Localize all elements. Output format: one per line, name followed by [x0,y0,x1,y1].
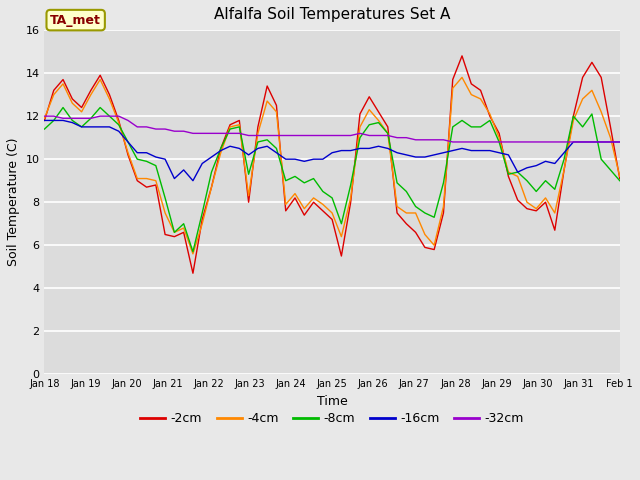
-16cm [616,139,623,145]
-8cm [328,195,336,201]
Line: -8cm: -8cm [45,108,620,252]
Line: -32cm: -32cm [45,116,620,142]
-32cm [198,131,206,136]
-8cm [458,118,466,123]
-2cm [207,184,215,190]
-2cm [449,77,456,83]
Line: -2cm: -2cm [45,56,620,273]
-8cm [41,126,49,132]
-2cm [189,270,196,276]
-32cm [440,137,447,143]
-8cm [217,145,225,151]
-2cm [41,118,49,123]
-4cm [607,135,614,141]
-2cm [226,122,234,128]
-2cm [337,253,345,259]
-4cm [41,115,49,121]
Title: Alfalfa Soil Temperatures Set A: Alfalfa Soil Temperatures Set A [214,7,451,22]
-2cm [458,53,466,59]
-16cm [337,148,345,154]
-16cm [189,178,196,183]
Line: -16cm: -16cm [45,120,620,180]
-4cm [616,173,623,179]
-4cm [449,85,456,91]
-2cm [319,208,326,214]
-32cm [310,132,317,138]
-16cm [207,154,215,160]
-16cm [41,118,49,123]
-16cm [449,148,456,154]
-8cm [616,178,623,183]
-32cm [328,132,336,138]
-8cm [236,124,243,130]
-32cm [449,139,456,145]
-8cm [60,105,67,110]
-32cm [41,113,49,119]
-32cm [607,139,614,145]
-8cm [189,249,196,254]
-16cm [607,139,614,145]
Y-axis label: Soil Temperature (C): Soil Temperature (C) [7,138,20,266]
-4cm [226,124,234,130]
-8cm [347,182,355,188]
-32cm [217,131,225,136]
-4cm [337,234,345,240]
-4cm [458,74,466,80]
-2cm [607,124,614,130]
Legend: -2cm, -4cm, -8cm, -16cm, -32cm: -2cm, -4cm, -8cm, -16cm, -32cm [136,407,529,430]
-8cm [607,167,614,173]
Text: TA_met: TA_met [50,13,101,26]
-4cm [189,251,196,257]
X-axis label: Time: Time [317,395,348,408]
-16cm [226,144,234,149]
-16cm [319,156,326,162]
-32cm [616,139,623,145]
-4cm [319,202,326,207]
-4cm [207,184,215,190]
Line: -4cm: -4cm [45,77,620,254]
-2cm [616,176,623,181]
